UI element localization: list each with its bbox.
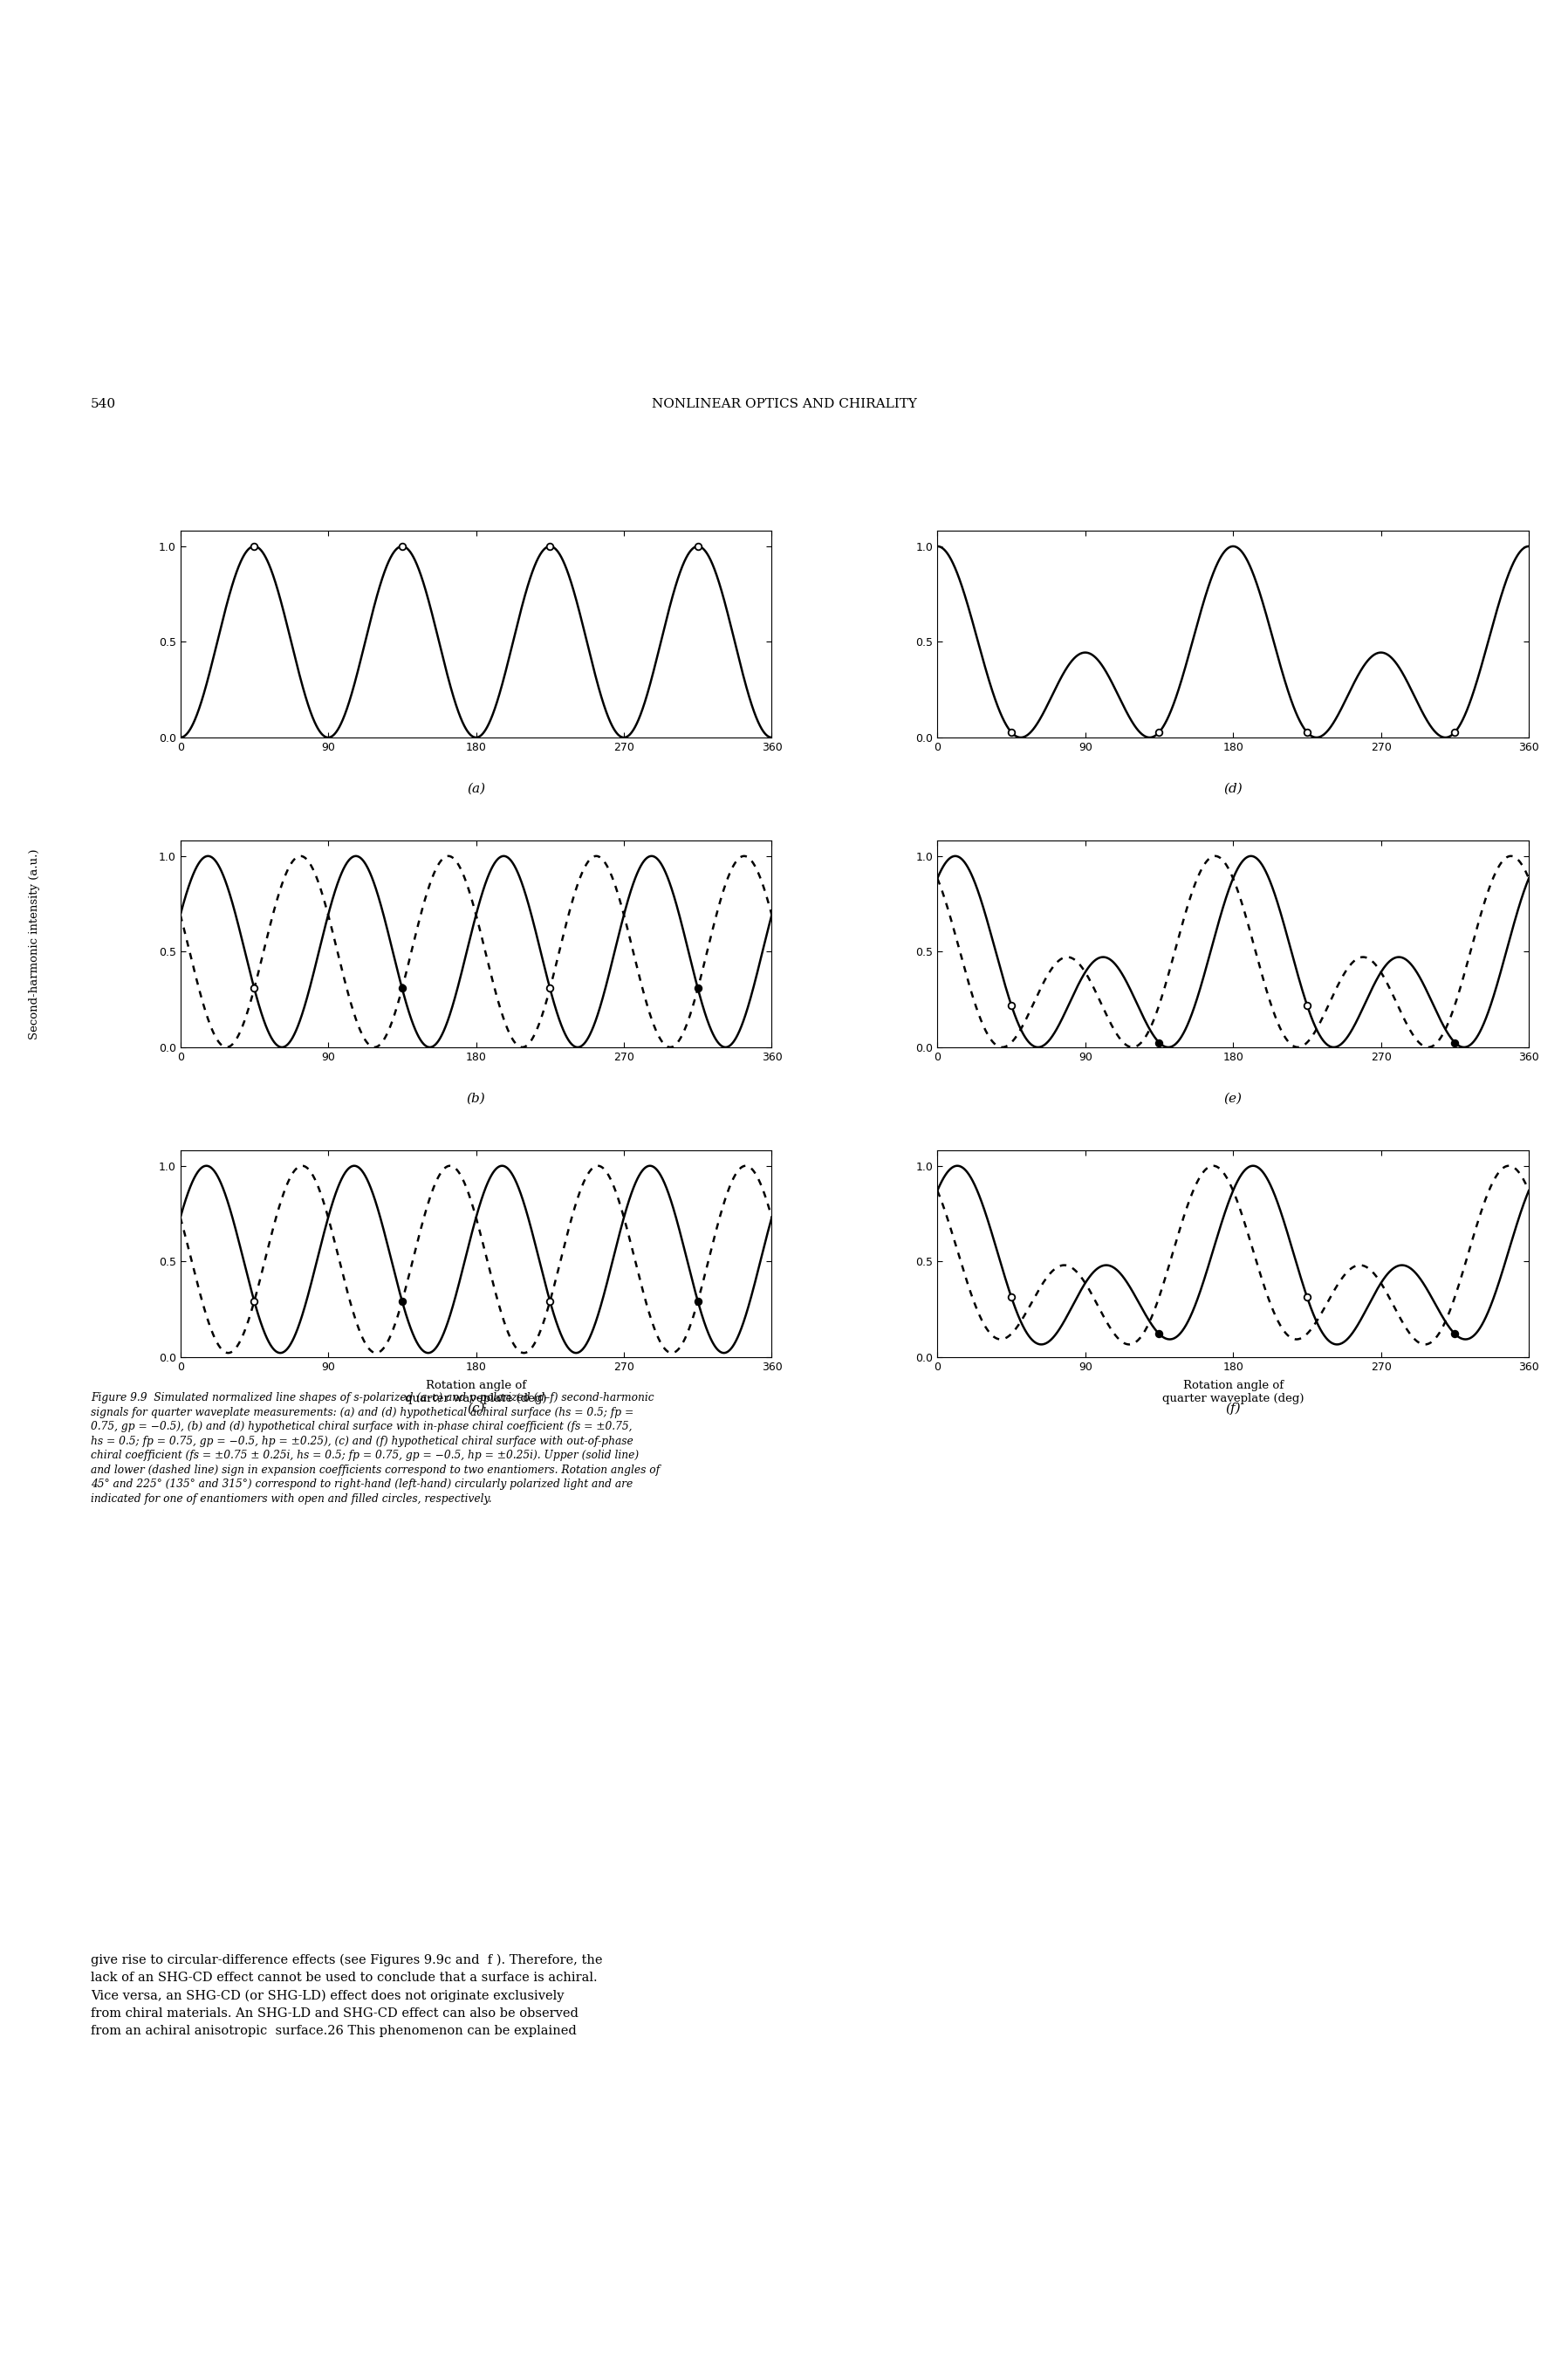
- Text: 540: 540: [91, 399, 116, 411]
- Text: (d): (d): [1223, 784, 1242, 795]
- Text: (b): (b): [467, 1093, 486, 1104]
- X-axis label: Rotation angle of
quarter waveplate (deg): Rotation angle of quarter waveplate (deg…: [405, 1381, 547, 1404]
- Text: give rise to circular-difference effects (see Figures 9.9c and  f ). Therefore, : give rise to circular-difference effects…: [91, 1954, 602, 2037]
- Text: (c): (c): [467, 1402, 485, 1414]
- Text: Figure 9.9  Simulated normalized line shapes of s-polarized (a–c) and p-polarize: Figure 9.9 Simulated normalized line sha…: [91, 1392, 660, 1506]
- Text: (f): (f): [1225, 1402, 1240, 1416]
- Text: (a): (a): [467, 784, 485, 795]
- X-axis label: Rotation angle of
quarter waveplate (deg): Rotation angle of quarter waveplate (deg…: [1162, 1381, 1305, 1404]
- Text: Second-harmonic intensity (a.u.): Second-harmonic intensity (a.u.): [28, 850, 41, 1038]
- Text: (e): (e): [1225, 1093, 1242, 1104]
- Text: NONLINEAR OPTICS AND CHIRALITY: NONLINEAR OPTICS AND CHIRALITY: [651, 399, 917, 411]
